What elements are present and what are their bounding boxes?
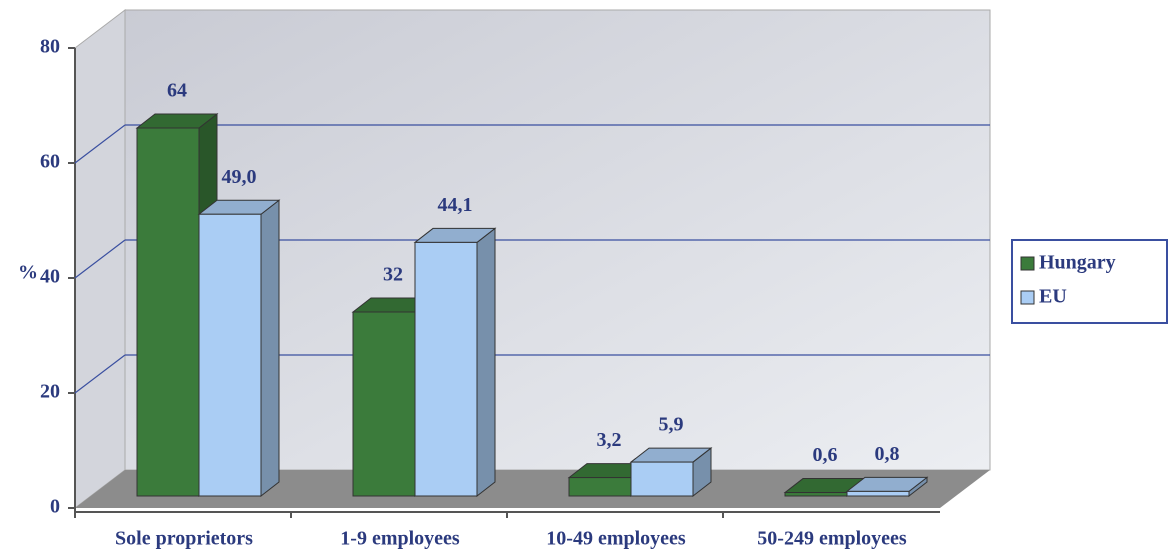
value-label: 44,1 [438,194,473,216]
grid-line [74,239,126,279]
bar-group [197,199,281,498]
bar [568,477,632,497]
x-tick-label: Sole proprietors [115,528,253,550]
bar [846,490,910,497]
bar-group [413,227,497,498]
y-tick-label: 0 [50,496,60,518]
x-tick-label: 50-249 employees [757,528,907,550]
x-tick-label: 10-49 employees [546,528,686,550]
bar [198,213,262,497]
bar [136,127,200,497]
value-label: 64 [167,80,187,102]
bar-side [260,199,280,498]
legend-label: Hungary [1039,252,1116,274]
legend-swatch [1020,256,1035,271]
y-axis-label: % [18,262,38,284]
bar [352,311,416,497]
value-label: 32 [383,264,403,286]
grid-line [74,354,126,394]
legend [1011,239,1168,324]
grid-line [74,124,126,164]
y-tick-label: 60 [40,151,60,173]
y-tick-label: 80 [40,36,60,58]
value-label: 3,2 [597,429,622,451]
value-label: 0,8 [875,443,900,465]
bar-group [629,447,713,498]
y-tick-label: 20 [40,381,60,403]
bar [784,492,848,497]
bar [630,461,694,497]
value-label: 0,6 [813,444,838,466]
floor [75,470,990,508]
value-label: 49,0 [222,166,257,188]
bar-side [476,227,496,498]
legend-label: EU [1039,286,1067,308]
x-tick-label: 1-9 employees [340,528,460,550]
legend-swatch [1020,290,1035,305]
bar [414,241,478,497]
bar-group [845,476,929,498]
y-tick-label: 40 [40,266,60,288]
value-label: 5,9 [659,414,684,436]
